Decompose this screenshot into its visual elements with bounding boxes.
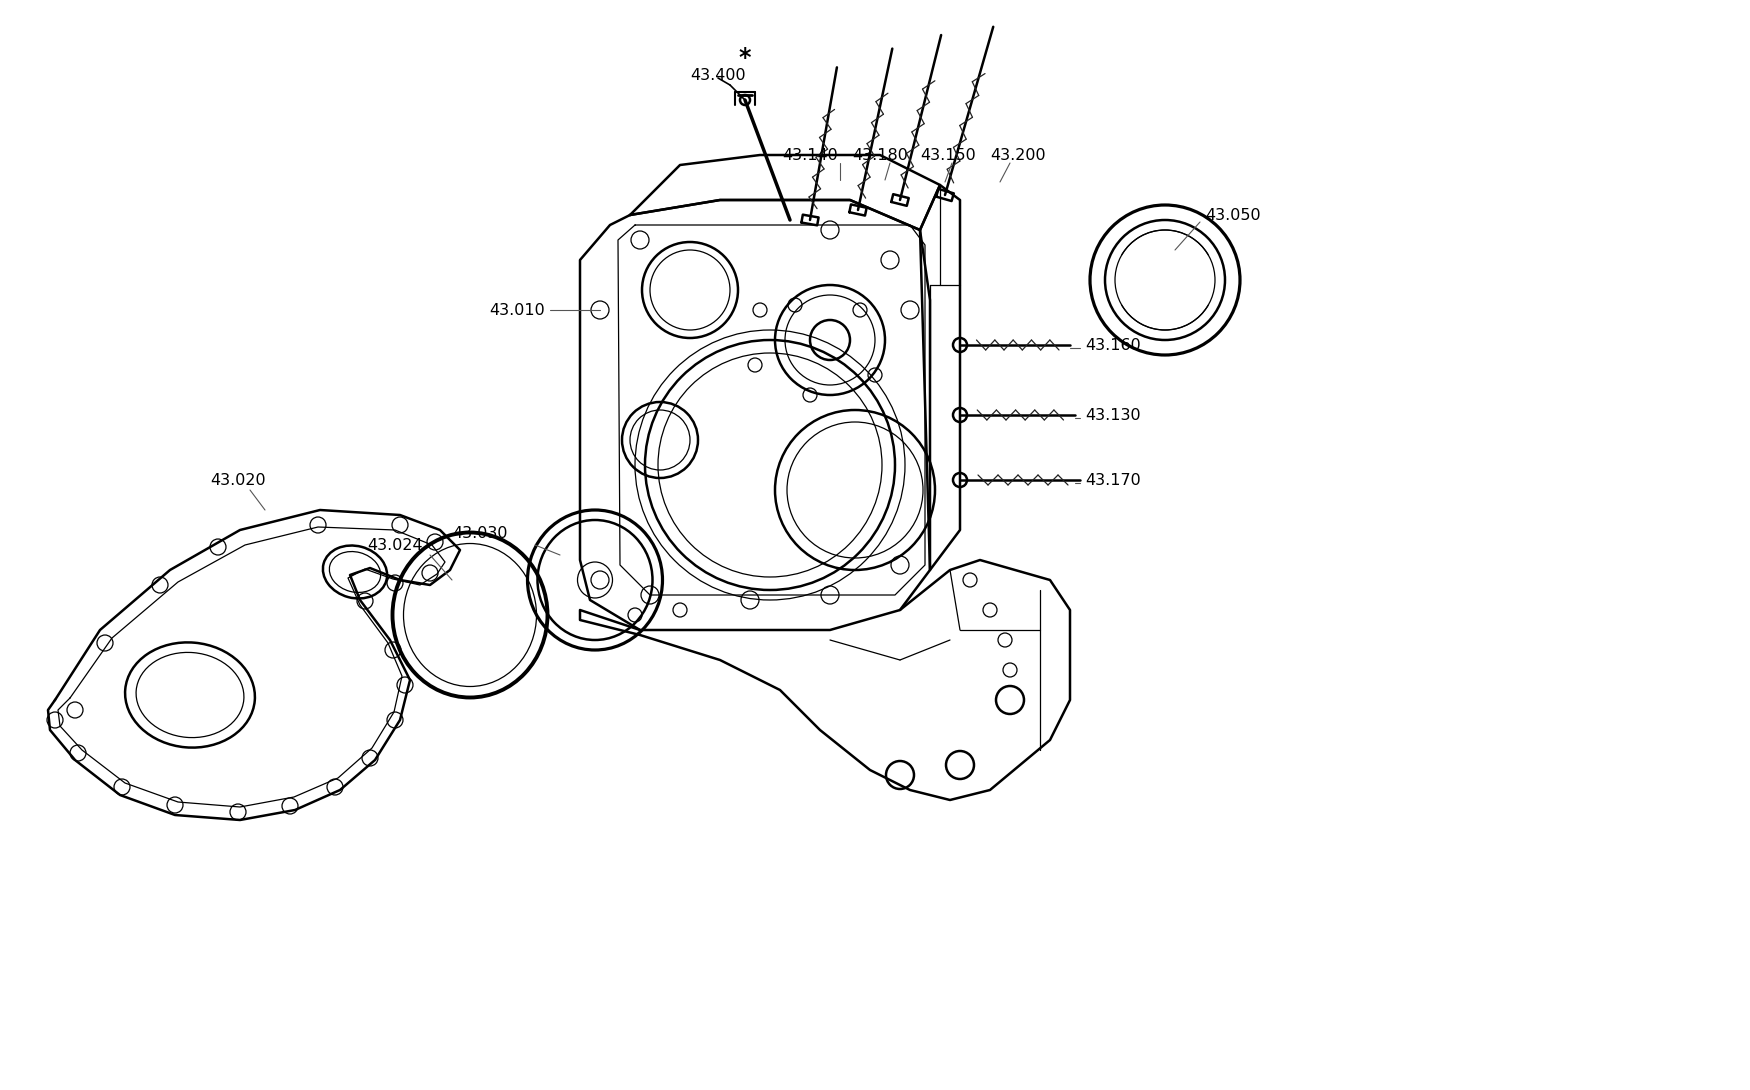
Text: 43.180: 43.180 xyxy=(852,147,908,162)
Text: 43.200: 43.200 xyxy=(990,147,1046,162)
Text: 43.030: 43.030 xyxy=(452,525,507,541)
Text: 43.024: 43.024 xyxy=(368,537,424,553)
Text: 43.050: 43.050 xyxy=(1206,207,1260,222)
Text: 43.020: 43.020 xyxy=(210,472,266,487)
Text: 43.170: 43.170 xyxy=(1085,472,1141,487)
Text: 43.160: 43.160 xyxy=(1085,338,1141,352)
Text: 43.400: 43.400 xyxy=(690,68,746,83)
Text: 43.150: 43.150 xyxy=(920,147,976,162)
Text: 43.130: 43.130 xyxy=(1085,408,1141,423)
Text: 43.010: 43.010 xyxy=(490,303,544,317)
Text: 43.140: 43.140 xyxy=(782,147,838,162)
Text: *: * xyxy=(738,46,751,70)
